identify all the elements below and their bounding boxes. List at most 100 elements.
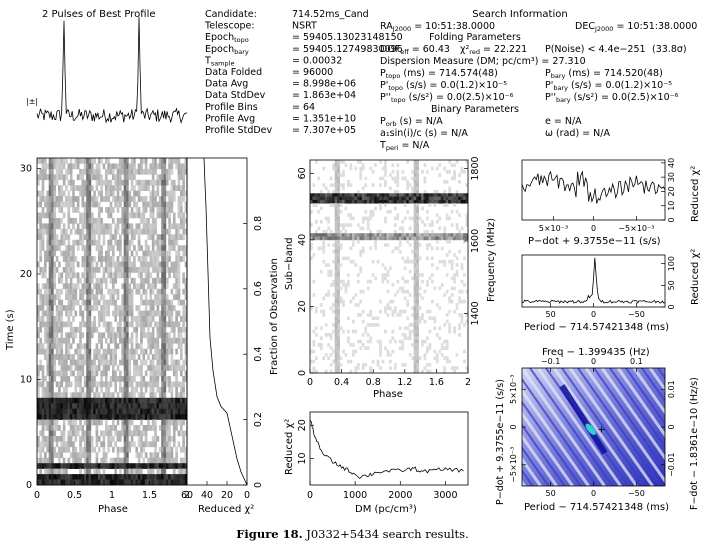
time-phase-cell bbox=[37, 261, 40, 268]
time-phase-cell bbox=[55, 435, 59, 442]
info-label: Tsample bbox=[204, 55, 234, 67]
time-phase-cell bbox=[55, 234, 59, 241]
time-phase-cell bbox=[72, 337, 75, 344]
time-phase-cell bbox=[51, 158, 54, 164]
subband-cell bbox=[445, 273, 449, 277]
time-phase-cell bbox=[158, 403, 162, 409]
time-phase-cell bbox=[163, 365, 167, 371]
subband-cell bbox=[334, 206, 338, 211]
time-phase-cell bbox=[154, 419, 157, 426]
subband-cell bbox=[458, 333, 461, 337]
time-phase-cell bbox=[168, 463, 171, 469]
time-phase-cell bbox=[107, 381, 110, 388]
time-phase-cell bbox=[44, 163, 47, 170]
chi2-pdot-ylabel: Reduced χ² bbox=[690, 166, 701, 222]
subband-cell bbox=[374, 206, 377, 211]
time-phase-cell bbox=[46, 326, 50, 333]
time-phase-cell bbox=[121, 223, 125, 230]
time-phase-cell bbox=[72, 332, 75, 339]
p-topo: Ptopo (ms) = 714.574(48) bbox=[380, 68, 498, 80]
time-phase-cell bbox=[151, 174, 155, 181]
time-phase-cell bbox=[126, 185, 129, 191]
time-phase-cell bbox=[41, 414, 45, 420]
time-phase-cell bbox=[126, 163, 129, 170]
subband-cell bbox=[339, 229, 343, 234]
time-phase-cell bbox=[44, 435, 47, 442]
time-phase-cell bbox=[60, 310, 64, 317]
time-phase-cell bbox=[55, 267, 59, 273]
subband-cell bbox=[384, 196, 387, 201]
subband-cell bbox=[314, 233, 318, 237]
subband-cell bbox=[324, 369, 328, 374]
time-phase-cell bbox=[51, 463, 54, 469]
time-phase-cell bbox=[137, 310, 141, 317]
time-phase-cell bbox=[142, 288, 146, 295]
time-phase-cell bbox=[142, 326, 146, 333]
time-phase-cell bbox=[62, 223, 66, 230]
time-phase-cell bbox=[67, 403, 71, 409]
time-phase-cell bbox=[161, 163, 164, 170]
subband-cell bbox=[453, 193, 456, 197]
time-phase-cell bbox=[90, 463, 94, 469]
ra-value: RAJ2000 = 10:51:38.0000 bbox=[380, 21, 495, 33]
subband-cell bbox=[443, 293, 447, 297]
subband-cell bbox=[428, 343, 432, 347]
time-phase-cell bbox=[126, 386, 129, 393]
subband-cell bbox=[322, 246, 326, 251]
time-phase-cell bbox=[79, 376, 82, 382]
time-phase-cell bbox=[67, 457, 71, 464]
time-phase-cell bbox=[168, 272, 171, 279]
time-phase-cell bbox=[55, 217, 59, 224]
subband-cell bbox=[374, 276, 377, 281]
time-phase-cell bbox=[179, 386, 183, 393]
time-phase-cell bbox=[161, 463, 164, 469]
time-phase-cell bbox=[170, 245, 174, 251]
time-phase-cell bbox=[95, 239, 99, 246]
time-phase-cell bbox=[93, 316, 96, 322]
time-phase-cell bbox=[86, 158, 89, 164]
time-phase-cell bbox=[51, 392, 54, 399]
time-phase-cell bbox=[116, 414, 120, 420]
subband-cell bbox=[416, 219, 419, 224]
time-phase-cell bbox=[58, 174, 61, 181]
subband-cell bbox=[386, 349, 390, 354]
subband-cell bbox=[416, 249, 419, 254]
time-phase-cell bbox=[97, 354, 101, 360]
time-phase-cell bbox=[60, 174, 64, 181]
time-phase-cell bbox=[60, 354, 64, 360]
binary-title: Binary Parameters bbox=[431, 104, 519, 115]
subband-cell bbox=[450, 286, 454, 291]
dof-value: DOFeff = 60.43 bbox=[380, 44, 450, 56]
subband-cell bbox=[445, 216, 449, 221]
subband-cell bbox=[334, 199, 338, 204]
time-phase-cell bbox=[168, 174, 171, 181]
time-phase-cell bbox=[147, 277, 150, 284]
subband-cell bbox=[322, 183, 326, 187]
subband-cell bbox=[413, 246, 417, 251]
time-phase-cell bbox=[151, 397, 155, 404]
time-phase-cell bbox=[128, 196, 132, 202]
time-phase-cell bbox=[65, 196, 68, 202]
time-phase-cell bbox=[151, 207, 155, 213]
subband-cell bbox=[310, 199, 313, 204]
time-phase-cell bbox=[88, 305, 92, 311]
time-phase-cell bbox=[170, 365, 174, 371]
time-phase-cell bbox=[37, 212, 40, 219]
subband-cell bbox=[332, 196, 335, 201]
time-phase-cell bbox=[51, 441, 54, 448]
time-phase-cell bbox=[37, 158, 40, 164]
time-phase-cell bbox=[184, 283, 188, 290]
period-pdot-stripe bbox=[616, 368, 665, 438]
time-phase-cell bbox=[95, 283, 99, 290]
time-phase-cell bbox=[62, 234, 66, 241]
time-phase-cell bbox=[100, 283, 103, 290]
time-phase-cell bbox=[123, 158, 127, 164]
subband-cell bbox=[398, 243, 402, 247]
time-phase-cell bbox=[46, 245, 50, 251]
time-phase-cell bbox=[51, 299, 54, 306]
subband-cell bbox=[369, 236, 373, 241]
subband-cell bbox=[322, 249, 326, 254]
subband-cell bbox=[438, 163, 442, 167]
time-phase-cell bbox=[135, 321, 139, 328]
time-phase-cell bbox=[44, 267, 47, 273]
